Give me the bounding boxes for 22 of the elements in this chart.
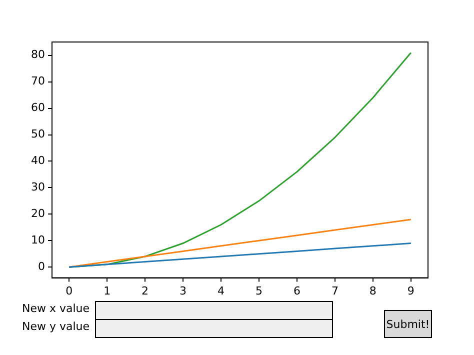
y-tick-label: 10 — [30, 233, 45, 246]
x-tick-label: 6 — [293, 284, 300, 298]
x-tick-label: 4 — [218, 284, 225, 298]
x-tick-label: 7 — [331, 284, 338, 298]
x-tick-label: 2 — [142, 284, 149, 298]
y-tick-label: 30 — [30, 180, 45, 194]
y-tick-label: 20 — [30, 207, 45, 220]
text: New y value — [22, 320, 90, 333]
x-tick-label: 8 — [369, 284, 376, 298]
y-tick-label: 50 — [30, 128, 45, 141]
x-tick-label: 9 — [407, 284, 414, 298]
y-tick-label: 60 — [30, 101, 45, 114]
text: New x value — [22, 302, 90, 315]
x-tick-label: 5 — [255, 284, 262, 298]
x-tick-label: 0 — [66, 284, 73, 298]
x-tick-label: 3 — [180, 284, 187, 298]
y-tick-label: 70 — [30, 74, 45, 88]
submit-button: Submit! — [384, 310, 432, 338]
y-tick-label: 40 — [30, 154, 45, 168]
x-tick-label: 1 — [104, 284, 111, 298]
y-tick-label: 0 — [38, 260, 45, 273]
y-tick-label: 80 — [30, 48, 45, 62]
